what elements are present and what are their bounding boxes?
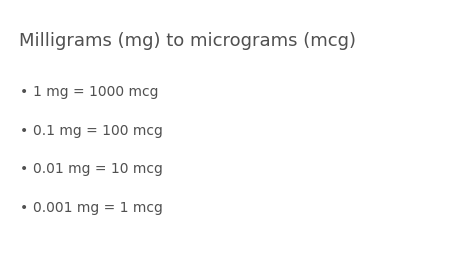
Text: 0.01 mg = 10 mcg: 0.01 mg = 10 mcg (33, 162, 163, 176)
Text: Milligrams (mg) to micrograms (mcg): Milligrams (mg) to micrograms (mcg) (19, 32, 356, 50)
Text: •: • (19, 201, 28, 215)
Text: 0.1 mg = 100 mcg: 0.1 mg = 100 mcg (33, 124, 163, 138)
Text: •: • (19, 162, 28, 176)
Text: •: • (19, 124, 28, 138)
Text: 0.001 mg = 1 mcg: 0.001 mg = 1 mcg (33, 201, 163, 215)
Text: •: • (19, 85, 28, 99)
Text: 1 mg = 1000 mcg: 1 mg = 1000 mcg (33, 85, 159, 99)
